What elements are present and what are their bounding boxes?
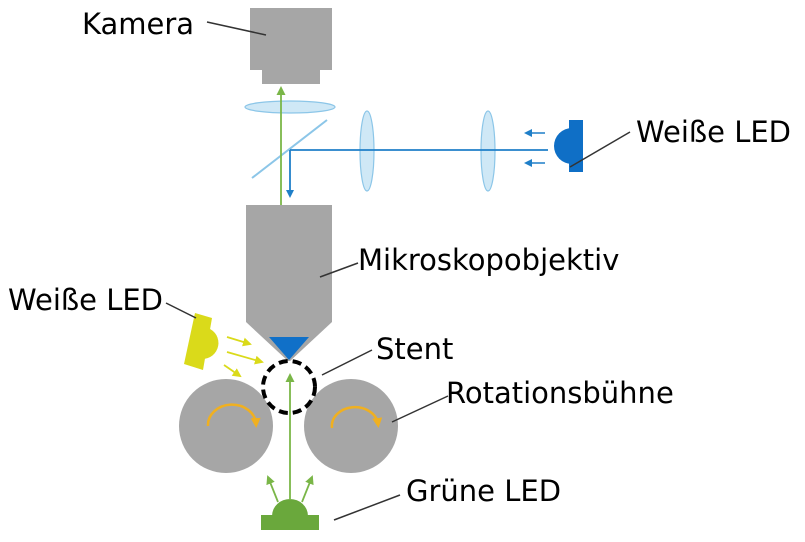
right-roller [304, 379, 398, 473]
white-led-top-base [569, 120, 583, 172]
label-objective: Mikroskopobjektiv [358, 243, 619, 277]
objective-tip [269, 337, 309, 360]
stent [261, 359, 317, 415]
yellow-ray-1 [226, 336, 252, 347]
yellow-ray-2 [226, 351, 264, 365]
camera [250, 8, 332, 84]
objective-body [246, 205, 332, 362]
leader-white-led-top [569, 131, 631, 168]
leader-objective [319, 262, 359, 278]
label-camera: Kamera [82, 7, 194, 41]
yellow-ray-3 [223, 364, 242, 378]
label-white-led-top: Weiße LED [636, 115, 791, 149]
white-led-left-dome [202, 328, 219, 360]
green-ray-left [266, 475, 279, 503]
label-white-led-left: Weiße LED [8, 283, 163, 317]
label-stent: Stent [376, 332, 453, 366]
leader-stent [321, 349, 373, 376]
leader-camera [206, 21, 267, 36]
white-led-top-dome [554, 128, 572, 164]
green-ray-right [301, 475, 314, 503]
label-rotation-stage: Rotationsbühne [446, 376, 674, 410]
leader-rotation-stage [391, 395, 449, 423]
green-led [261, 373, 319, 530]
camera-mount [262, 68, 320, 84]
leader-lines [165, 21, 631, 521]
green-led-dome [272, 499, 308, 516]
left-rotation-arrow [206, 403, 261, 428]
beam-splitter [251, 119, 328, 179]
left-roller [179, 379, 273, 473]
camera-body [250, 8, 332, 70]
label-green-led: Grüne LED [406, 474, 561, 508]
tube-lens [244, 100, 336, 114]
illumination-lens-2 [480, 110, 496, 192]
leader-white-led-left [165, 302, 197, 319]
leader-green-led [333, 494, 401, 521]
white-led-top [524, 120, 583, 172]
illumination-lens-1 [359, 110, 375, 192]
rotation-stage [179, 379, 398, 473]
white-led-left [184, 313, 264, 378]
green-led-base [261, 515, 319, 530]
microscope-objective [246, 205, 332, 362]
right-rotation-arrow [330, 405, 383, 429]
